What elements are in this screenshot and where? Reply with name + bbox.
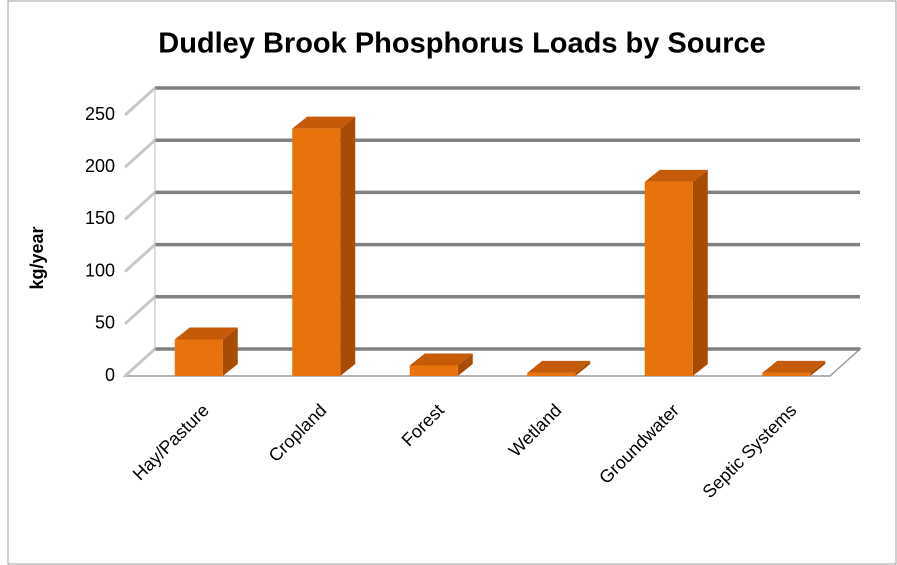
bar-front [527,372,576,376]
grid-line-side [123,347,157,378]
y-axis-title: kg/year [27,226,47,289]
bar-top [292,116,356,129]
y-tick-label: 150 [85,208,115,228]
bar-top [644,169,708,182]
bar [527,360,591,376]
bar-front [644,181,693,376]
bar [174,327,238,376]
grid-line-side [123,191,157,221]
y-tick-label: 250 [85,104,115,124]
bar-side [457,353,473,376]
bar-front [292,128,341,376]
chart-title: Dudley Brook Phosphorus Loads by Source [158,28,766,60]
bar-top [409,353,473,366]
bar [762,360,826,376]
bar [409,353,473,376]
bar-front [762,372,811,376]
bar-top [527,360,591,373]
y-tick-label: 50 [95,313,115,333]
grid-line-side [123,86,157,117]
bar [292,116,356,377]
y-tick-label: 100 [85,260,115,280]
bar-side [575,360,591,376]
bar-top [174,327,238,340]
grid-line-side [123,295,157,325]
chart-frame [7,0,897,565]
bar-side [222,327,238,376]
bar-top [762,360,826,373]
bar-front [409,365,458,376]
y-tick-label: 200 [85,156,115,176]
grid-line-side [123,243,157,273]
grid-line-side [123,139,157,169]
bar [644,169,708,376]
y-tick-label: 0 [105,365,115,385]
bar-side [340,116,356,377]
bar-side [810,360,826,376]
bar-side [692,169,708,376]
bar-front [174,339,223,376]
